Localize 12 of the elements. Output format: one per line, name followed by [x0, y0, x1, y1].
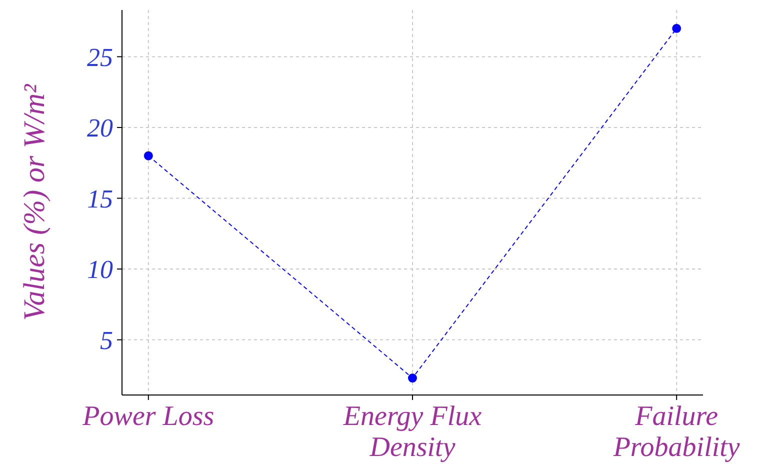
- x-tick-label: Failure Probability: [612, 401, 740, 463]
- x-tick-label: Energy Flux Density: [342, 401, 482, 463]
- y-tick-label: 20: [87, 114, 113, 143]
- x-tick-label: Power Loss: [82, 401, 214, 432]
- y-axis-title: Values (%) or W/m²: [18, 83, 51, 321]
- point: [144, 151, 153, 160]
- y-tick-label: 10: [87, 255, 113, 284]
- y-tick-label: 25: [87, 42, 113, 72]
- y-tick-label: 15: [87, 184, 113, 214]
- point: [408, 374, 417, 383]
- y-tick-label: 5: [100, 326, 113, 355]
- point: [672, 24, 682, 33]
